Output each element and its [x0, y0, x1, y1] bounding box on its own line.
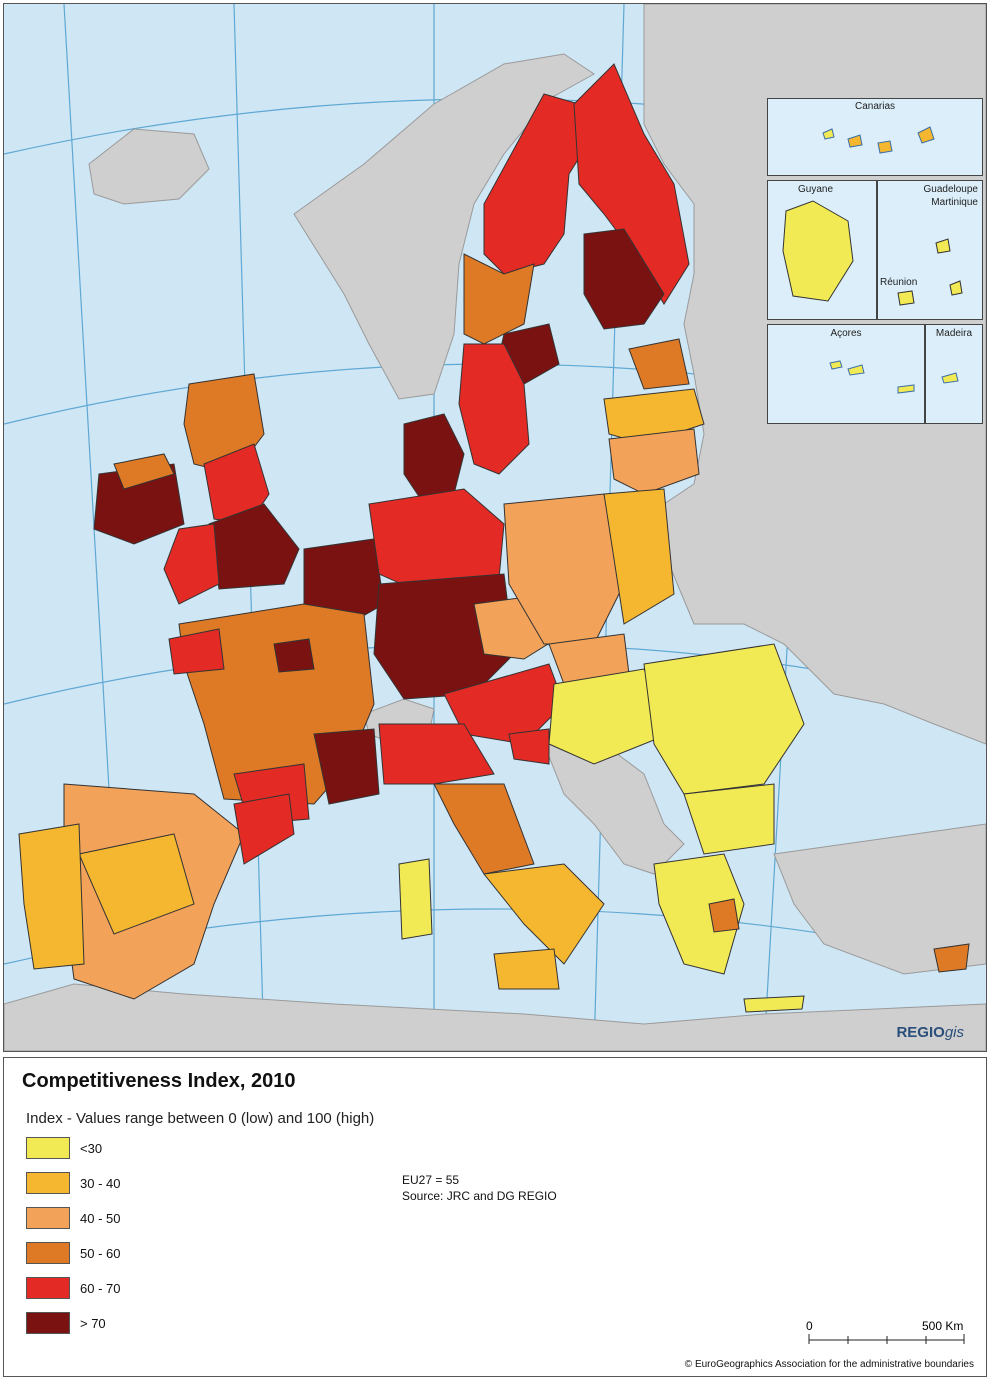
- acores-island-2: [847, 364, 865, 376]
- region-attica: [708, 898, 740, 933]
- legend-label: 60 - 70: [80, 1280, 121, 1296]
- scale-end-label: 500 Km: [922, 1319, 963, 1333]
- legend-item: > 70: [26, 1311, 106, 1335]
- region-western-balkans: [543, 743, 685, 875]
- island-canaria-2: [847, 134, 863, 148]
- region-wales-south-west: [163, 523, 220, 605]
- inset-acores-label: Açores: [830, 328, 862, 339]
- legend-title: Competitiveness Index, 2010: [22, 1070, 296, 1092]
- legend-swatch: [26, 1242, 70, 1264]
- legend-subtitle: Index - Values range between 0 (low) and…: [26, 1110, 375, 1127]
- region-southern-italy: [483, 863, 605, 965]
- region-bulgaria: [683, 783, 775, 855]
- inset-guadeloupe-label: Guadeloupe: [923, 184, 979, 195]
- region-crete: [743, 995, 805, 1013]
- region-northern-italy: [378, 723, 495, 785]
- inset-reunion-label: Réunion: [880, 277, 918, 288]
- region-sardinia: [398, 858, 433, 940]
- guyane-map: [782, 200, 854, 302]
- island-canaria-1: [822, 128, 835, 140]
- region-greece: [653, 853, 745, 975]
- inset-canarias-label: Canarias: [854, 101, 896, 112]
- region-brittany: [168, 628, 225, 675]
- inset-madeira: Madeira: [925, 324, 983, 424]
- legend-item: 30 - 40: [26, 1171, 120, 1195]
- inset-martinique-label: Martinique: [931, 197, 978, 208]
- region-estonia: [628, 338, 690, 390]
- madeira-island: [941, 372, 959, 384]
- guadeloupe-martinique-reunion-map: [897, 238, 963, 306]
- inset-acores: Açores: [767, 324, 925, 424]
- legend-label: 40 - 50: [80, 1210, 121, 1226]
- region-romania: [643, 643, 805, 795]
- regiogis-logo: REGIOgis: [896, 1024, 964, 1041]
- region-northern-sweden: [483, 93, 595, 275]
- legend-label: > 70: [80, 1315, 106, 1331]
- eu-average-note: EU27 = 55: [402, 1173, 460, 1187]
- copyright-note: © EuroGeographics Association for the ad…: [684, 1359, 974, 1370]
- island-canaria-4: [917, 126, 935, 144]
- legend-item: 60 - 70: [26, 1276, 120, 1300]
- legend-item: <30: [26, 1136, 102, 1160]
- region-central-italy: [433, 783, 535, 875]
- region-southern-sweden: [458, 343, 530, 475]
- reunion-island: [897, 290, 915, 306]
- region-norway: [293, 53, 595, 400]
- region-north-africa: [4, 983, 986, 1051]
- madeira-islands: [941, 372, 959, 384]
- legend-item: 40 - 50: [26, 1206, 120, 1230]
- region-eastern-poland: [603, 488, 675, 625]
- map-panel: Canarias Guyane Guadeloupe Martinique Ré…: [3, 3, 987, 1052]
- legend-panel: Competitiveness Index, 2010 Index - Valu…: [3, 1057, 987, 1377]
- guyane-region: [782, 200, 854, 302]
- region-hungary: [548, 668, 670, 765]
- region-turkey: [773, 823, 986, 975]
- island-canaria-3: [877, 140, 893, 154]
- martinique-island: [949, 280, 963, 296]
- inset-canarias: Canarias: [767, 98, 983, 176]
- inset-guadeloupe-martinique: Guadeloupe Martinique Réunion: [877, 180, 983, 320]
- acores-islands: [829, 360, 915, 394]
- region-portugal: [18, 823, 85, 970]
- scale-bar: 0 500 Km: [806, 1319, 965, 1344]
- region-northern-finland: [573, 63, 690, 305]
- inset-guyane: Guyane: [767, 180, 877, 320]
- region-iceland: [88, 128, 210, 205]
- canarias-islands: [822, 126, 935, 154]
- legend-item: 50 - 60: [26, 1241, 120, 1265]
- region-rhone-alpes: [313, 728, 380, 805]
- guadeloupe-island: [935, 238, 951, 254]
- legend-swatch: [26, 1207, 70, 1229]
- inset-guyane-label: Guyane: [798, 184, 834, 195]
- region-catalonia: [233, 793, 295, 865]
- region-lithuania: [608, 428, 700, 495]
- acores-island-3: [897, 384, 915, 394]
- legend-swatch: [26, 1137, 70, 1159]
- acores-island-1: [829, 360, 843, 370]
- logo-bold: REGIO: [896, 1024, 945, 1041]
- region-slovenia: [508, 728, 550, 765]
- legend-swatch: [26, 1172, 70, 1194]
- region-castilla-leon: [78, 833, 195, 935]
- region-ile-de-france: [273, 638, 315, 673]
- region-central-sweden: [463, 253, 535, 345]
- legend-swatch: [26, 1312, 70, 1334]
- region-cyprus: [933, 943, 970, 973]
- legend-label: <30: [80, 1140, 103, 1156]
- legend-swatch: [26, 1277, 70, 1299]
- legend-label: 30 - 40: [80, 1175, 121, 1191]
- scale-start-label: 0: [806, 1319, 813, 1333]
- region-northern-ireland: [113, 453, 175, 490]
- logo-italic: gis: [944, 1024, 964, 1041]
- region-southern-finland: [583, 228, 665, 330]
- legend-label: 50 - 60: [80, 1245, 121, 1261]
- inset-madeira-label: Madeira: [935, 328, 973, 339]
- region-benelux: [303, 538, 385, 625]
- region-sicily: [493, 948, 560, 990]
- source-note: Source: JRC and DG REGIO: [402, 1189, 557, 1203]
